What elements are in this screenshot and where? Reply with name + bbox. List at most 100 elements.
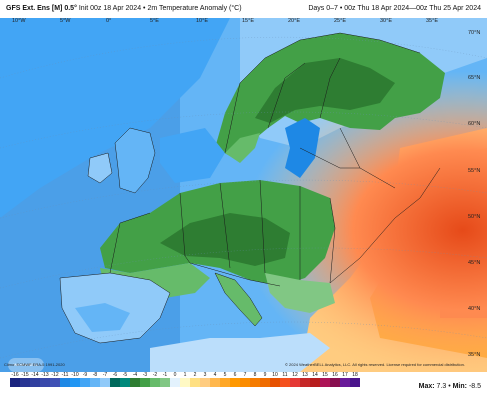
colorbar-swatch — [320, 378, 330, 387]
colorbar-swatch — [330, 378, 340, 387]
italy-peninsula — [215, 273, 262, 326]
colorbar-swatch — [10, 378, 20, 387]
colorbar-swatch — [350, 378, 360, 387]
colorbar-tick-label: 14 — [312, 372, 318, 378]
colorbar-swatch — [140, 378, 150, 387]
colorbar-tick-label: 5 — [223, 372, 227, 378]
colorbar-swatch — [300, 378, 310, 387]
max-min-stats: Max: 7.3 • Min: -8.5 — [418, 383, 481, 390]
lat-label: 70°N — [468, 30, 481, 36]
colorbar-swatch — [110, 378, 120, 387]
colorbar-tick-label: 2 — [193, 372, 197, 378]
colorbar-swatch — [170, 378, 180, 387]
colorbar-swatch — [230, 378, 240, 387]
ireland — [88, 153, 112, 183]
colorbar-tick-label: -10 — [71, 372, 79, 378]
weatherbell-logo: WeatherBELL — [8, 358, 44, 372]
colorbar-swatch — [40, 378, 50, 387]
colorbar-ticks: -16 -15 -14 -13 -12 -11 -10 -9 -8 -7 -6 -5 -4 -3 -2 -1 0… — [10, 372, 360, 378]
colorbar-tick-label: 7 — [243, 372, 247, 378]
colorbar-swatch — [30, 378, 40, 387]
climatology-note: Climo: ECMWF ERA-5 1991-2020 — [4, 362, 65, 367]
colorbar-tick-label: 12 — [292, 372, 298, 378]
colorbar-swatch — [100, 378, 110, 387]
colorbar-tick-label: -12 — [51, 372, 59, 378]
lat-label: 55°N — [468, 168, 481, 174]
colorbar-tick-label: 9 — [263, 372, 267, 378]
colorbar-tick-label: 1 — [183, 372, 187, 378]
lon-label: 10°E — [196, 18, 208, 24]
lon-label: 20°E — [288, 18, 300, 24]
colorbar-tick-label: 11 — [282, 372, 288, 378]
colorbar-tick-label: 17 — [342, 372, 348, 378]
colorbar-tick-label: -11 — [61, 372, 69, 378]
colorbar-tick-label: -1 — [162, 372, 168, 378]
colorbar-tick-label: -9 — [82, 372, 88, 378]
norway-coast — [225, 133, 260, 163]
colorbar-tick-label: 3 — [203, 372, 207, 378]
colorbar-swatch — [160, 378, 170, 387]
colorbar-tick-label: -16 — [11, 372, 19, 378]
colorbar-tick-label: 13 — [302, 372, 308, 378]
map-title: GFS Ext. Ens [M] 0.5° Init 00z 18 Apr 20… — [6, 5, 242, 12]
colorbar-tick-label: -15 — [21, 372, 29, 378]
colorbar-swatch — [70, 378, 80, 387]
init-time: Init 00z 18 Apr 2024 — [78, 5, 142, 12]
colorbar-tick-label: 15 — [322, 372, 328, 378]
colorbar-swatch — [190, 378, 200, 387]
lat-label: 45°N — [468, 260, 481, 266]
colorbar-swatch — [240, 378, 250, 387]
colorbar-swatch — [120, 378, 130, 387]
variable-name: 2m Temperature Anomaly (°C) — [147, 5, 242, 12]
colorbar-swatch — [50, 378, 60, 387]
great-britain — [115, 128, 155, 193]
colorbar-swatch — [250, 378, 260, 387]
lon-label: 30°E — [380, 18, 392, 24]
colorbar-tick-label: 0 — [173, 372, 177, 378]
colorbar-tick-label: 6 — [233, 372, 237, 378]
colorbar-swatch — [280, 378, 290, 387]
min-value: -8.5 — [468, 383, 481, 390]
lat-label: 35°N — [468, 352, 481, 358]
lat-label: 65°N — [468, 75, 481, 81]
colorbar-swatch — [340, 378, 350, 387]
colorbar-tick-label: 16 — [332, 372, 338, 378]
colorbar-swatch — [200, 378, 210, 387]
colorbar-tick-label: 8 — [253, 372, 257, 378]
colorbar-tick-label: -3 — [142, 372, 148, 378]
colorbar-tick-label: -14 — [31, 372, 39, 378]
colorbar-swatch — [310, 378, 320, 387]
colorbar-tick-label: 10 — [272, 372, 278, 378]
colorbar-tick-label: -7 — [102, 372, 108, 378]
lon-label: 35°E — [426, 18, 438, 24]
lon-label: 5°W — [60, 18, 71, 24]
scandinavia-cold-core — [255, 58, 395, 123]
colorbar-swatch — [60, 378, 70, 387]
colorbar-tick-label: -5 — [122, 372, 128, 378]
model-name: GFS Ext. Ens [M] 0.5° — [6, 5, 77, 12]
map-canvas — [0, 18, 487, 372]
lat-label: 50°N — [468, 214, 481, 220]
colorbar-swatch — [90, 378, 100, 387]
colorbar-swatch — [270, 378, 280, 387]
lon-label: 15°E — [242, 18, 254, 24]
map-footer: Climo: ECMWF ERA-5 1991-2020 © 2024 Weat… — [0, 362, 487, 400]
balkans-cold — [265, 273, 335, 313]
max-value: 7.3 — [436, 383, 447, 390]
anomaly-map: 10°W 5°W 0° 5°E 10°E 15°E 20°E 25°E 30°E… — [0, 18, 487, 372]
country-borders — [59, 32, 441, 344]
colorbar-tick-label: -6 — [112, 372, 118, 378]
iberia-interior — [75, 303, 130, 332]
lon-label: 0° — [106, 18, 112, 24]
mediterranean — [150, 333, 330, 372]
central-europe-cold-core — [160, 213, 290, 266]
colorbar-swatch — [290, 378, 300, 387]
colorbar-tick-label: -13 — [41, 372, 49, 378]
colorbar-swatch — [210, 378, 220, 387]
colorbar-swatch — [130, 378, 140, 387]
max-label: Max: — [418, 383, 435, 390]
colorbar-swatch — [150, 378, 160, 387]
min-label: Min: — [452, 383, 467, 390]
baltic-sea — [285, 118, 320, 178]
colorbar-swatch — [80, 378, 90, 387]
